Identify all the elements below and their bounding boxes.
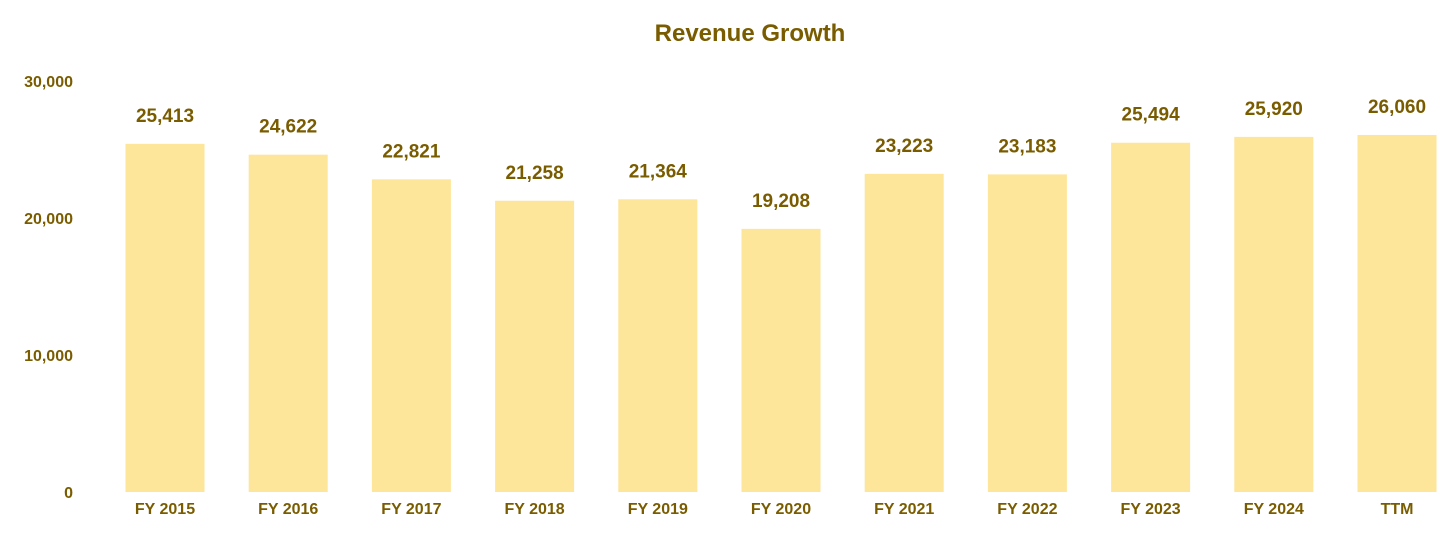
y-axis: 0 10,000 20,000 30,000	[24, 74, 73, 502]
y-tick-label: 20,000	[24, 211, 73, 228]
bar-value-label: 19,208	[752, 191, 810, 212]
x-tick-label: TTM	[1381, 501, 1414, 518]
bar-value-label: 21,258	[506, 163, 564, 184]
bar-value-label: 23,223	[875, 136, 933, 157]
y-tick-label: 10,000	[24, 348, 73, 365]
bar-value-label: 23,183	[998, 136, 1056, 157]
bar	[371, 179, 451, 492]
bar	[125, 143, 205, 492]
x-tick-label: FY 2017	[381, 501, 441, 518]
bar	[248, 154, 328, 493]
chart-title: Revenue Growth	[655, 20, 846, 47]
x-axis: FY 2015 FY 2016 FY 2017 FY 2018 FY 2019 FY 20…	[135, 501, 1414, 518]
bar	[495, 200, 575, 493]
value-labels: 25,413 24,622 22,821 21,258 21,364 19,208 23,2…	[136, 97, 1426, 212]
bar-value-label: 26,060	[1368, 97, 1426, 118]
bar	[618, 199, 698, 492]
x-tick-label: FY 2023	[1120, 501, 1180, 518]
bar	[1111, 142, 1191, 493]
bar	[1357, 134, 1437, 492]
bar	[741, 228, 821, 492]
bar-value-label: 25,494	[1122, 105, 1181, 126]
x-tick-label: FY 2019	[628, 501, 688, 518]
bar	[987, 174, 1067, 493]
bar-value-label: 22,821	[382, 141, 441, 162]
bar	[864, 173, 944, 492]
bars	[125, 134, 1437, 493]
y-tick-label: 30,000	[24, 74, 73, 91]
x-tick-label: FY 2021	[874, 501, 934, 518]
x-tick-label: FY 2016	[258, 501, 318, 518]
y-tick-label: 0	[64, 485, 73, 502]
bar-value-label: 25,920	[1245, 99, 1303, 120]
x-tick-label: FY 2018	[504, 501, 564, 518]
bar-value-label: 25,413	[136, 106, 194, 127]
bar	[1234, 136, 1314, 492]
bar-value-label: 24,622	[259, 117, 317, 138]
x-tick-label: FY 2020	[751, 501, 811, 518]
x-tick-label: FY 2015	[135, 501, 195, 518]
x-tick-label: FY 2022	[997, 501, 1057, 518]
bar-value-label: 21,364	[629, 161, 688, 182]
x-tick-label: FY 2024	[1244, 501, 1304, 518]
